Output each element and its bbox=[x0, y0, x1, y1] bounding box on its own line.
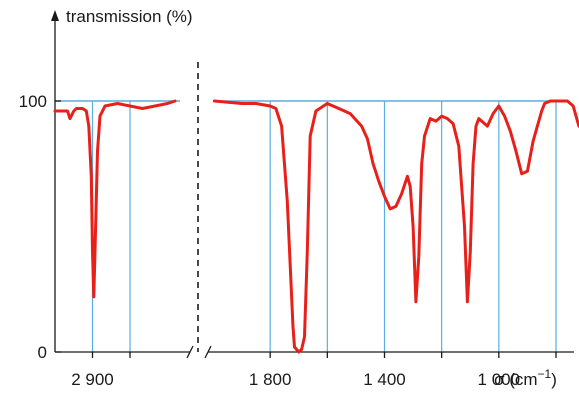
series-line-panel-1-0 bbox=[212, 99, 579, 354]
labels: transmission (%) 0 100 σ (cm−1) bbox=[19, 7, 557, 389]
x-tick-label-2900: 2 900 bbox=[71, 370, 114, 389]
x-tick-label-1800: 1 800 bbox=[249, 370, 292, 389]
x-tick-label-1000: 1 000 bbox=[478, 370, 521, 389]
x-tick-label-1400: 1 400 bbox=[363, 370, 406, 389]
y-axis-arrow bbox=[51, 10, 59, 21]
series-group bbox=[53, 99, 579, 354]
x-axis-title-close: ) bbox=[551, 370, 557, 389]
grid-lines bbox=[55, 100, 557, 358]
x-axis-title: σ (cm−1) bbox=[494, 367, 557, 389]
axes bbox=[51, 10, 574, 359]
x-tick-labels: 2 900 1 800 1 400 1 000 bbox=[71, 370, 520, 389]
axis-break-mark-right bbox=[204, 345, 212, 359]
y-tick-label-100: 100 bbox=[19, 92, 47, 111]
axis-break-mark-left bbox=[186, 345, 194, 359]
y-axis-title: transmission (%) bbox=[66, 7, 193, 26]
y-tick-label-0: 0 bbox=[38, 343, 47, 362]
x-axis-title-exponent: −1 bbox=[538, 367, 552, 381]
series-line-panel-0-0 bbox=[53, 99, 177, 299]
x-axis-title-base: σ (cm bbox=[494, 370, 538, 389]
